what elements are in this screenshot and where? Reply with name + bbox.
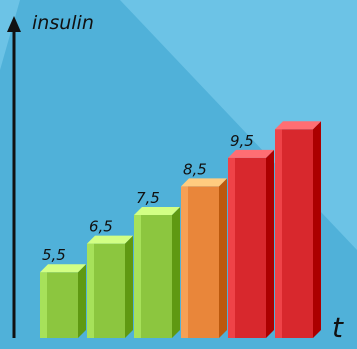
bar-1 xyxy=(40,264,86,338)
bar-side-face xyxy=(313,121,321,338)
bar-highlight xyxy=(228,157,235,338)
bar-top-face xyxy=(87,235,133,244)
bar-value-label-4: 8,5 xyxy=(183,160,207,178)
bar-4 xyxy=(181,178,227,338)
bar-top-face xyxy=(275,121,321,130)
bar-top-face xyxy=(228,149,274,158)
bars-group xyxy=(40,121,321,338)
bar-highlight xyxy=(275,129,282,338)
bar-2 xyxy=(87,235,133,338)
bar-highlight xyxy=(134,215,141,338)
bar-side-face xyxy=(172,207,180,338)
bar-value-label-5: 9,5 xyxy=(230,132,254,150)
bar-top-face xyxy=(40,264,86,273)
bar-top-face xyxy=(134,207,180,216)
bar-6 xyxy=(275,121,321,338)
x-axis-label: t xyxy=(332,311,344,344)
bar-side-face xyxy=(219,178,227,338)
bar-highlight xyxy=(181,186,188,338)
bar-side-face xyxy=(125,235,133,338)
value-labels-group: 5,5 6,5 7,5 8,5 9,5 xyxy=(42,132,254,264)
bar-value-label-2: 6,5 xyxy=(89,218,113,236)
bar-5 xyxy=(228,149,274,338)
bar-side-face xyxy=(266,149,274,338)
bar-value-label-3: 7,5 xyxy=(136,189,160,207)
bar-value-label-1: 5,5 xyxy=(42,246,66,264)
bar-3 xyxy=(134,207,180,338)
bar-highlight xyxy=(40,272,47,338)
y-axis-arrowhead xyxy=(7,16,21,32)
bar-side-face xyxy=(78,264,86,338)
y-axis-label: insulin xyxy=(32,12,94,34)
bar-top-face xyxy=(181,178,227,187)
bar-highlight xyxy=(87,243,94,338)
